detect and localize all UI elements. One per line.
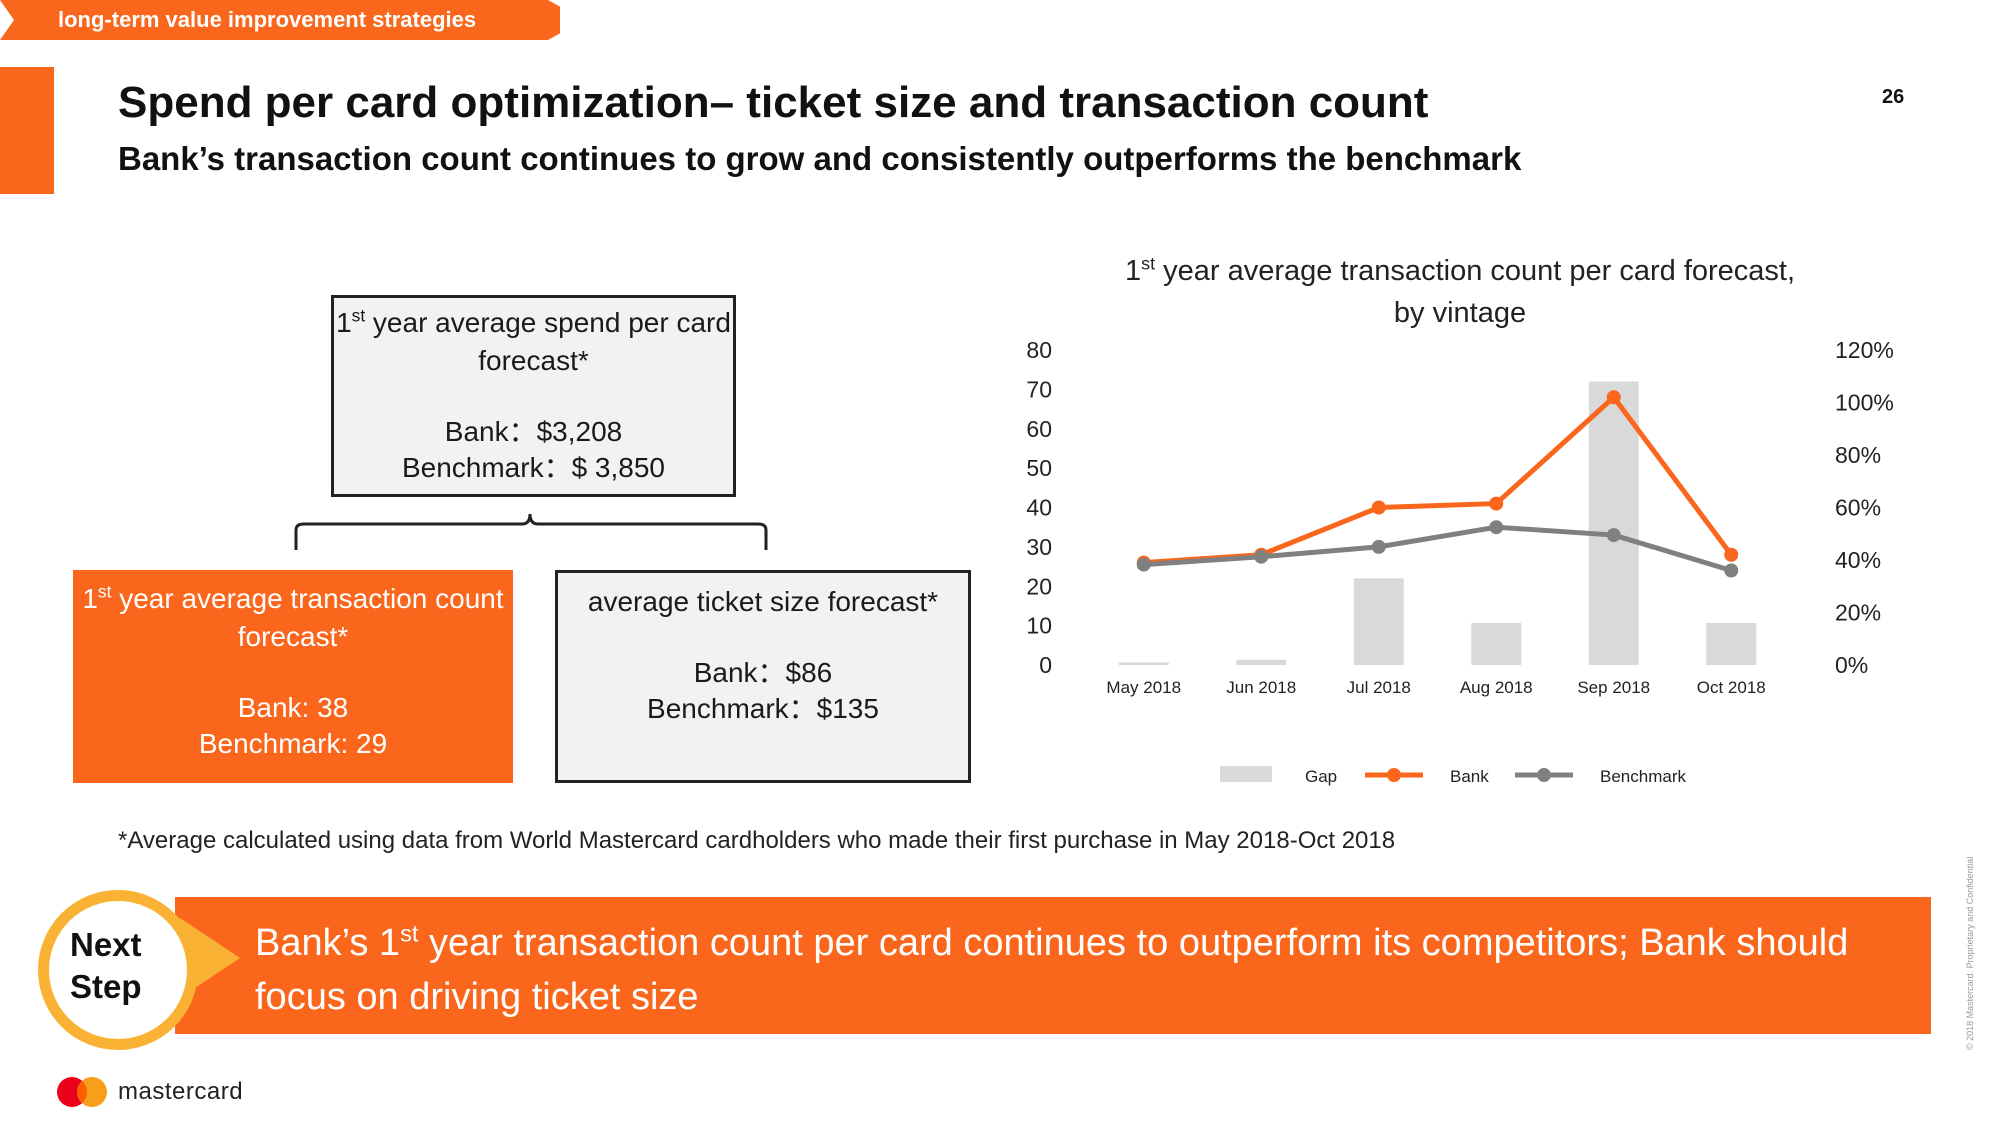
right-axis-tick-label: 100% (1835, 390, 1894, 416)
gap-bar (1588, 381, 1639, 665)
legend-benchmark-label: Benchmark (1600, 767, 1686, 786)
count-bank-value: Bank: 38 (237, 692, 349, 723)
legend-bank-marker (1387, 768, 1401, 782)
tree-bracket (294, 513, 768, 550)
right-axis-tick-label: 60% (1835, 495, 1881, 521)
x-axis-tick-label: Jun 2018 (1226, 678, 1296, 697)
ticket-benchmark-value: Benchmark：$135 (647, 693, 879, 724)
left-axis-tick-label: 10 (1026, 613, 1052, 639)
left-axis-tick-label: 50 (1026, 455, 1052, 481)
next-step-banner (175, 897, 1931, 1034)
count-box-title: 1st year average transaction count forec… (82, 581, 504, 652)
x-axis-tick-label: Oct 2018 (1697, 678, 1766, 697)
transaction-count-chart: 0 10 20 30 40 50 60 70 80 0% 20% 40% 60% 80% 100% 120% M… (1026, 337, 1894, 786)
left-axis-tick-label: 0 (1039, 652, 1052, 678)
bank-data-point (1371, 500, 1386, 515)
bank-data-point (1606, 390, 1621, 405)
next-step-badge (38, 890, 198, 1050)
legend-gap-swatch (1220, 766, 1272, 782)
x-axis-tick-label: May 2018 (1106, 678, 1181, 697)
gap-bar (1471, 623, 1522, 665)
ticket-size-box: average ticket size forecast* Bank：$86 B… (555, 570, 971, 783)
legend-gap-label: Gap (1305, 767, 1337, 786)
page-subtitle: Bank’s transaction count continues to gr… (118, 140, 1522, 177)
gap-bar (1118, 662, 1169, 665)
left-axis-tick-label: 20 (1026, 573, 1052, 599)
right-axis-tick-label: 20% (1835, 600, 1881, 626)
right-axis-tick-label: 0% (1835, 652, 1868, 678)
benchmark-data-point (1136, 557, 1151, 572)
left-axis-tick-label: 80 (1026, 337, 1052, 363)
spend-bank-value: Bank：$3,208 (444, 416, 623, 447)
benchmark-data-point (1724, 563, 1739, 578)
benchmark-data-point (1489, 520, 1504, 535)
title-accent-bar (0, 67, 54, 194)
count-benchmark-value: Benchmark: 29 (198, 728, 388, 759)
bank-data-point (1489, 496, 1504, 511)
ticket-box-title: average ticket size forecast* (587, 586, 939, 617)
ticket-bank-value: Bank：$86 (693, 657, 833, 688)
next-step-text: Bank’s 1st year transaction count per ca… (255, 920, 1849, 1018)
page-number: 26 (1882, 86, 1905, 108)
spend-benchmark-value: Benchmark：$ 3,850 (401, 452, 666, 483)
x-axis-tick-label: Aug 2018 (1460, 678, 1533, 697)
section-tag: long-term value improvement strategies (0, 0, 560, 40)
mastercard-logo-icon (57, 1077, 107, 1107)
bank-data-point (1724, 547, 1739, 562)
gap-bar (1706, 623, 1757, 665)
gap-bar (1353, 578, 1404, 665)
mastercard-wordmark: mastercard (118, 1078, 244, 1105)
left-axis-tick-label: 60 (1026, 416, 1052, 442)
copyright-note: © 2018 Mastercard. Proprietary and Confi… (1965, 856, 1975, 1050)
benchmark-series-line (1143, 524, 1732, 573)
benchmark-data-point (1371, 539, 1386, 554)
gap-bar (1236, 659, 1287, 665)
legend-benchmark-marker (1537, 768, 1551, 782)
right-axis-tick-label: 80% (1835, 442, 1881, 468)
left-axis-tick-label: 70 (1026, 376, 1052, 402)
next-step-label: Next Step (70, 926, 142, 1005)
chart-title: 1st year average transaction count per c… (1124, 253, 1796, 329)
right-axis-tick-label: 40% (1835, 547, 1881, 573)
benchmark-data-point (1254, 549, 1269, 564)
page-title: Spend per card optimization– ticket size… (118, 78, 1429, 127)
transaction-count-box: 1st year average transaction count forec… (73, 570, 513, 783)
spend-forecast-box: 1st year average spend per card forecast… (331, 295, 736, 497)
left-axis-tick-label: 40 (1026, 495, 1052, 521)
benchmark-data-point (1606, 528, 1621, 543)
right-axis-tick-label: 120% (1835, 337, 1894, 363)
footnote: *Average calculated using data from Worl… (118, 827, 1396, 854)
x-axis-tick-label: Jul 2018 (1347, 678, 1411, 697)
left-axis-tick-label: 30 (1026, 534, 1052, 560)
legend-bank-label: Bank (1450, 767, 1489, 786)
spend-box-title: 1st year average spend per card forecast… (336, 305, 731, 376)
x-axis-tick-label: Sep 2018 (1577, 678, 1650, 697)
